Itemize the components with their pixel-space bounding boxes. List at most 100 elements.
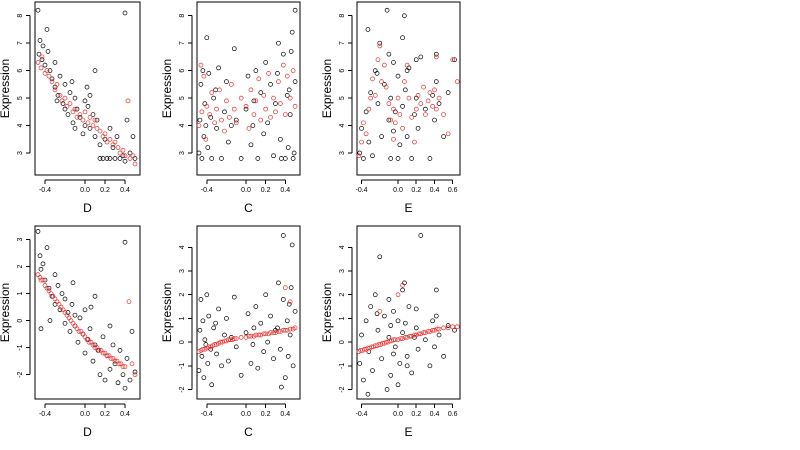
data-point <box>388 95 394 101</box>
data-point <box>208 114 214 120</box>
data-point <box>87 125 93 131</box>
data-point <box>47 68 53 74</box>
x-tick-label: 0.2 <box>261 411 271 418</box>
data-point <box>37 275 43 280</box>
data-point <box>92 345 98 350</box>
data-point <box>391 106 396 112</box>
data-point <box>280 297 286 302</box>
x-tick-label: -0.4 <box>39 187 51 194</box>
data-point <box>233 344 239 350</box>
y-tick-label: 4 <box>339 245 346 249</box>
data-point <box>366 106 372 112</box>
plot-frame <box>196 225 301 400</box>
data-point <box>82 98 88 104</box>
data-point <box>233 120 239 126</box>
data-point <box>130 134 136 139</box>
x-axis-title: C <box>244 201 253 215</box>
data-point <box>127 150 133 156</box>
data-point <box>209 90 215 95</box>
data-point <box>231 46 237 52</box>
y-tick-label: -1 <box>339 363 346 369</box>
y-tick-label: 3 <box>179 151 186 155</box>
x-tick-label: 0.6 <box>448 187 458 194</box>
data-point <box>224 98 229 104</box>
data-point <box>245 73 251 79</box>
scatter-series-0 <box>357 233 457 397</box>
data-point <box>57 93 63 98</box>
data-point <box>117 156 123 161</box>
data-point <box>365 391 371 397</box>
data-point <box>39 57 45 63</box>
data-point <box>386 51 392 57</box>
data-point <box>57 307 63 313</box>
data-point <box>204 35 210 41</box>
data-point <box>261 331 267 337</box>
data-point <box>100 350 106 356</box>
scatter-series-1 <box>196 285 298 354</box>
data-point <box>258 320 264 326</box>
data-point <box>64 312 70 318</box>
data-point <box>365 27 371 32</box>
x-tick-label: 0.0 <box>80 411 90 418</box>
y-tick-label: 4 <box>339 124 346 128</box>
data-point <box>90 358 96 364</box>
data-point <box>279 384 284 390</box>
data-point <box>250 123 256 128</box>
data-point <box>418 101 424 106</box>
y-tick-label: 0 <box>179 340 186 344</box>
data-point <box>271 356 276 362</box>
plot-frame <box>34 225 141 400</box>
data-point <box>289 242 295 248</box>
data-point <box>198 82 204 87</box>
x-tick-label: 0.0 <box>241 187 251 194</box>
y-tick-label: 5 <box>17 96 24 100</box>
data-point <box>445 323 451 328</box>
y-tick-label: 3 <box>17 237 24 241</box>
data-point <box>219 156 224 161</box>
data-point <box>413 332 419 338</box>
data-point <box>400 330 405 335</box>
y-tick-label: -1 <box>17 344 24 350</box>
data-point <box>423 337 428 343</box>
data-point <box>122 158 128 164</box>
data-point <box>115 145 121 150</box>
data-point <box>375 57 381 63</box>
data-point <box>432 327 437 333</box>
data-point <box>67 101 73 106</box>
data-point <box>70 120 76 126</box>
data-point <box>231 294 237 300</box>
data-point <box>436 332 442 338</box>
data-point <box>64 103 70 109</box>
data-point <box>452 327 457 333</box>
data-point <box>395 156 401 161</box>
data-point <box>271 153 276 159</box>
x-tick-label: 0.4 <box>280 411 290 418</box>
data-point <box>201 73 207 79</box>
data-point <box>391 337 396 343</box>
data-point <box>253 332 259 338</box>
data-point <box>74 114 80 120</box>
data-point <box>49 76 55 82</box>
data-point <box>132 156 138 161</box>
data-point <box>88 304 94 310</box>
data-point <box>40 43 46 49</box>
data-point <box>292 103 298 109</box>
data-point <box>108 356 114 361</box>
data-point <box>72 125 78 131</box>
data-point <box>59 291 65 296</box>
data-point <box>85 120 91 126</box>
data-point <box>122 239 128 245</box>
data-point <box>250 342 256 347</box>
data-point <box>59 98 65 104</box>
data-point <box>286 87 292 93</box>
data-point <box>430 327 436 333</box>
data-point <box>418 54 424 60</box>
scatter-series-1 <box>196 62 298 142</box>
data-point <box>100 156 106 161</box>
data-point <box>290 68 296 74</box>
data-point <box>284 318 290 324</box>
data-point <box>383 84 389 90</box>
data-point <box>238 372 244 378</box>
data-point <box>216 65 221 71</box>
